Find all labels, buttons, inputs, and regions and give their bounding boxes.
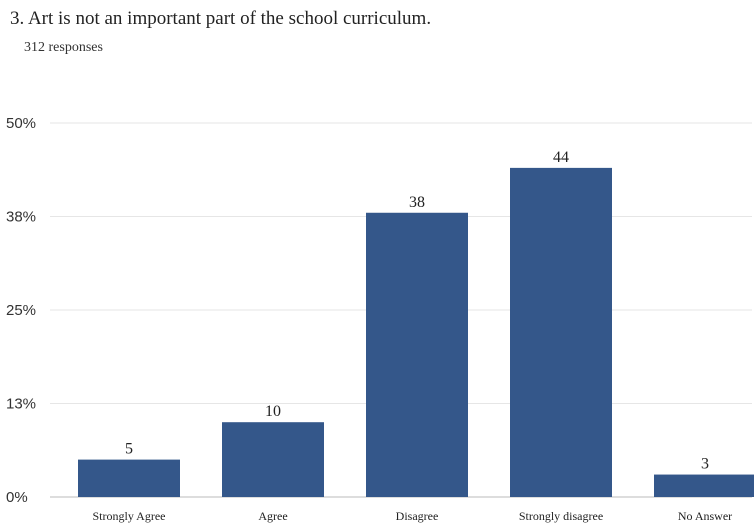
x-tick-label: Strongly Agree	[93, 509, 166, 523]
y-tick-label: 50%	[6, 115, 36, 132]
data-label: 5	[125, 441, 133, 458]
y-tick-label: 38%	[6, 209, 36, 226]
data-label: 10	[265, 403, 281, 420]
data-label: 38	[409, 194, 425, 211]
bar	[654, 474, 754, 497]
data-label: 44	[553, 149, 569, 166]
response-count: 312 responses	[24, 40, 103, 55]
question-title: 3. Art is not an important part of the s…	[10, 8, 432, 29]
bar	[78, 459, 180, 497]
x-tick-label: Disagree	[396, 509, 439, 523]
y-tick-label: 0%	[6, 489, 28, 506]
chart-data-labels: 5 10 38 44 3	[125, 149, 709, 473]
data-label: 3	[701, 456, 709, 473]
y-axis: 0% 13% 25% 38% 50%	[6, 115, 36, 506]
bar	[222, 422, 324, 497]
x-tick-label: Strongly disagree	[519, 509, 603, 523]
chart-bars	[78, 167, 754, 497]
x-tick-label: No Answer	[678, 509, 732, 523]
x-axis: Strongly Agree Agree Disagree Strongly disa…	[93, 509, 733, 523]
x-tick-label: Agree	[258, 509, 287, 523]
y-tick-label: 13%	[6, 396, 36, 413]
bar	[510, 167, 612, 497]
y-tick-label: 25%	[6, 302, 36, 319]
bar	[366, 212, 468, 497]
